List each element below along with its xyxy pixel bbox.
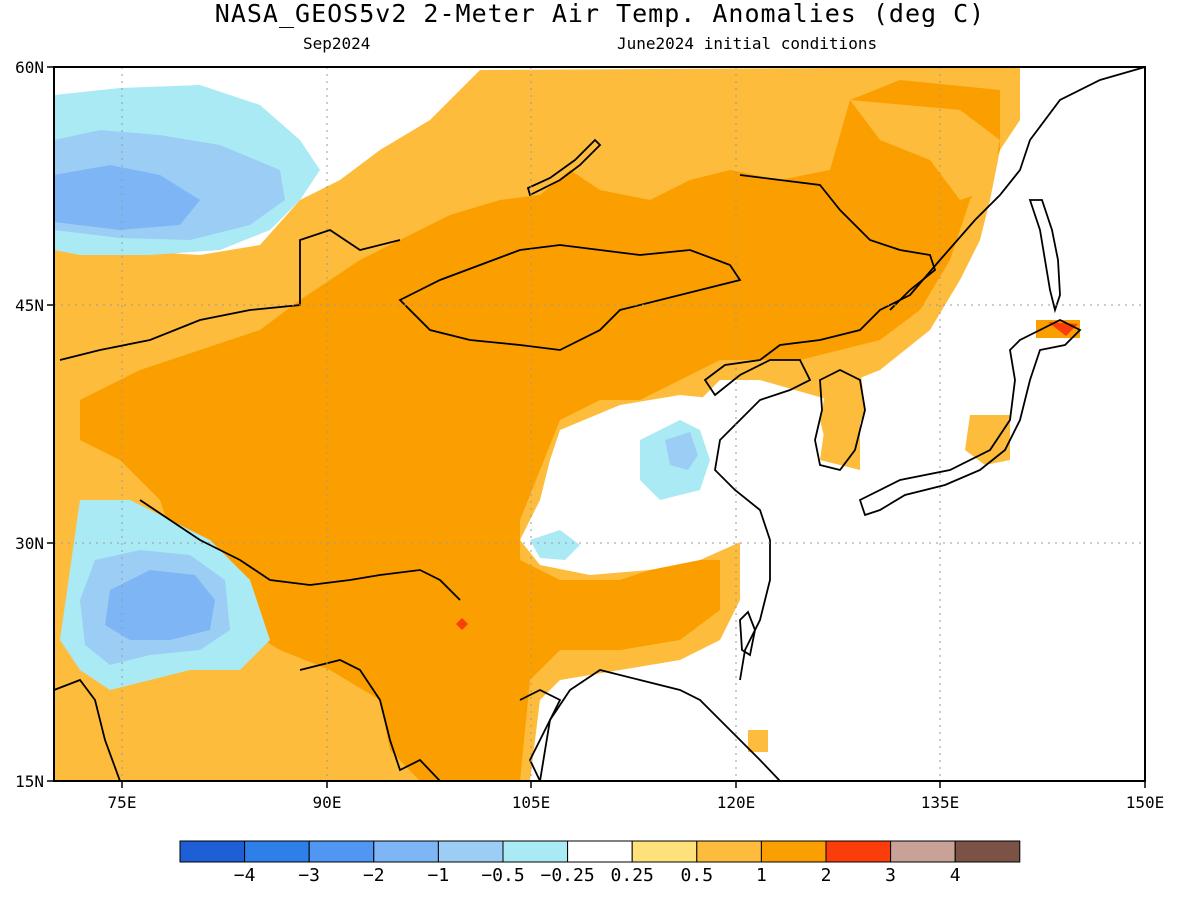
colorbar-swatch [631, 840, 698, 863]
colorbar-label: −0.25 [541, 865, 595, 886]
colorbar-label: −1 [428, 865, 450, 886]
coastline-sakhalin [1028, 199, 1061, 314]
border-himalaya [139, 499, 461, 601]
coastline-india-west [54, 678, 121, 781]
colorbar-label: 0.5 [681, 865, 714, 886]
colorbar-label: −4 [234, 865, 256, 886]
coastline-east-asia [539, 67, 1145, 781]
lon-label-105e: 105E [512, 793, 551, 812]
lon-label-150e: 150E [1126, 793, 1165, 812]
anomaly-region-honshu [965, 415, 1010, 465]
anomaly-region-sichuan-0.25 [530, 530, 580, 560]
colorbar-swatch [373, 840, 439, 863]
colorbar-label: 3 [885, 865, 896, 886]
valid-month-label: Sep2024 [303, 34, 371, 53]
lon-label-120e: 120E [717, 793, 756, 812]
lat-label-60n: 60N [15, 58, 44, 77]
colorbar-label: 0.25 [611, 865, 654, 886]
border-russia-china-east [739, 174, 937, 311]
colorbar-label: 1 [756, 865, 767, 886]
colorbar-swatch [954, 840, 1021, 863]
lon-label-135e: 135E [921, 793, 960, 812]
colorbar-swatch [760, 840, 827, 863]
colorbar-label: −0.5 [481, 865, 524, 886]
initial-conditions-label: June2024 initial conditions [617, 34, 878, 53]
colorbar-label: 2 [821, 865, 832, 886]
anomaly-region-pakistan-1 [105, 570, 215, 640]
coastline-taiwan [739, 610, 756, 657]
map-frame [53, 66, 1146, 782]
colorbar-swatch [502, 840, 569, 863]
anomaly-region-luzon [748, 730, 768, 752]
colorbar-swatch [696, 840, 762, 863]
lon-label-75e: 75E [108, 793, 137, 812]
anomaly-region-1-2 [80, 80, 1000, 781]
colorbar-swatch [890, 840, 956, 863]
colorbar-swatch [244, 840, 310, 863]
border-mongolia [398, 244, 742, 351]
anomaly-region-east-china-0.5 [665, 432, 698, 470]
lat-label-15n: 15N [15, 772, 44, 791]
coastlines [54, 67, 1145, 781]
colorbar-label: −3 [298, 865, 320, 886]
map-gridlines [54, 67, 1145, 781]
colorbar-swatch [825, 840, 892, 863]
coastline-indochina [519, 688, 562, 781]
anomaly-region-hotspot-yunnan [456, 618, 468, 630]
colorbar-swatch [179, 840, 246, 863]
anomaly-region-northeast [850, 100, 1000, 200]
map-title: NASA_GEOS5v2 2-Meter Air Temp. Anomalies… [214, 0, 986, 28]
coastline-lake-baikal [526, 138, 602, 197]
coastline-japan [858, 318, 1082, 517]
colorbar-swatch [437, 840, 504, 863]
coastline-korea [814, 368, 866, 472]
anomaly-field [54, 67, 1145, 781]
colorbar: −4 −3 −2 −1 −0.5 −0.25 0.25 0.5 1 2 3 4 [179, 840, 1021, 886]
anomaly-region-korea [820, 365, 865, 460]
anomaly-region-west-siberia-1 [54, 165, 200, 230]
colorbar-label: 4 [950, 865, 961, 886]
axis-ticks [47, 66, 1146, 788]
border-central-asia [59, 229, 401, 361]
colorbar-swatch [567, 840, 633, 863]
lon-label-90e: 90E [313, 793, 342, 812]
lat-label-30n: 30N [15, 534, 44, 553]
lat-label-45n: 45N [15, 296, 44, 315]
colorbar-label: −2 [363, 865, 385, 886]
colorbar-swatch [308, 840, 375, 863]
